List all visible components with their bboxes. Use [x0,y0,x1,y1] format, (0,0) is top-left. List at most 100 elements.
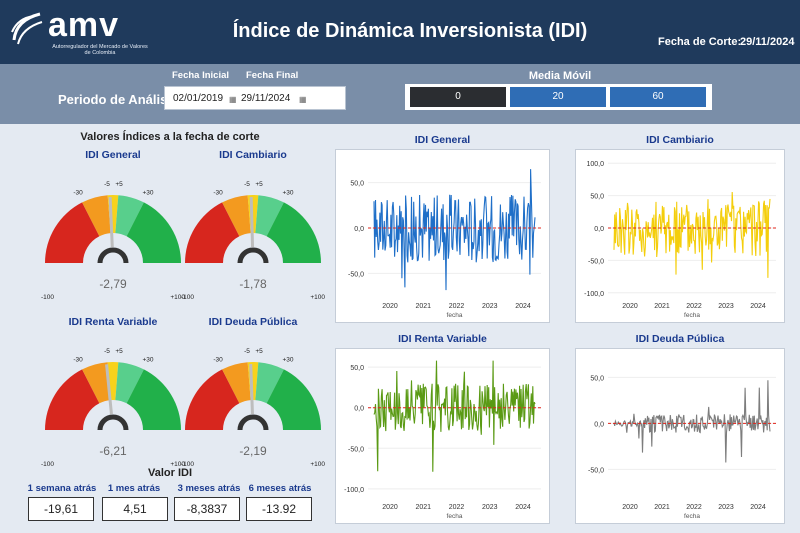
gauge-band-1 [222,362,251,404]
gauge-scale-label: -5 [244,181,250,188]
gauge-band-0 [45,202,100,263]
header-bar: amv Autorregulador del Mercado de Valore… [0,0,800,64]
gauge-band-1 [82,195,111,237]
history-value-3m: -8,3837 [174,497,240,521]
cutoff-label: Fecha de Corte: [658,36,742,48]
end-date-input[interactable]: 29/11/2024 [241,93,291,104]
gauge-scale-label: +30 [282,189,293,196]
x-tick-label: 2021 [415,303,431,310]
history-label-3m: 3 meses atrás [177,483,241,494]
x-tick-label: 2023 [718,303,734,310]
chart-idi-cambiario: 100,0 50,0 0,0 -50,0 -100,0 2020 2021 2022 2023 2… [575,149,785,323]
gauge-band-0 [185,202,240,263]
gauge-needle [108,196,114,248]
gauge-scale-label: +5 [255,181,263,188]
y-tick-label: 0,0 [594,226,604,233]
logo-text: amv [48,6,120,44]
gauge-title: IDI Deuda Pública [208,316,298,328]
x-tick-label: 2020 [622,303,638,310]
series-line [613,191,771,278]
chart-title-deuda-publica: IDI Deuda Pública [635,333,725,345]
gauge-band-3 [255,362,284,404]
gauge-hub [97,414,129,431]
history-value-1w: -19,61 [28,497,94,521]
gauge-dial: -100 -30 -5 +5 +30 +100 [181,181,325,301]
x-tick-label: 2020 [382,303,398,310]
chart-idi-deuda-publica: 50,0 0,0 -50,0 2020 2021 2022 2023 2024 fecha [575,348,785,524]
chart-title-renta-variable: IDI Renta Variable [398,333,487,345]
x-axis-label: fecha [684,513,700,520]
start-date-input[interactable]: 02/01/2019 [173,93,224,104]
x-tick-label: 2023 [718,504,734,511]
moving-average-option-0[interactable]: 0 [410,87,506,107]
gauge-band-3 [255,195,284,237]
gauge-value: -1,78 [239,277,267,291]
gauge-scale-label: +100 [310,294,325,301]
gauge-band-0 [185,369,240,430]
y-tick-label: 100,0 [586,161,604,168]
y-tick-label: 50,0 [350,181,364,188]
gauge-scale-label: +30 [282,356,293,363]
gauge-value: -2,79 [99,277,127,291]
calendar-icon[interactable]: ▦ [299,95,307,104]
gauges-section-title: Valores Índices a la fecha de corte [80,131,260,143]
gauge-needle [249,196,255,248]
gauge-scale-label: -5 [104,181,110,188]
x-tick-label: 2024 [750,504,766,511]
x-tick-label: 2023 [482,303,498,310]
end-date-label: Fecha Final [246,70,299,81]
series-line [373,169,536,291]
chart-title-cambiario: IDI Cambiario [646,134,714,146]
gauge-band-4 [266,202,321,263]
chart-idi-general: 50,0 0,0 -50,0 2020 2021 2022 2023 2024 fecha [335,149,550,323]
gauge-band-3 [115,195,144,237]
gauge-scale-label: +30 [142,189,153,196]
gauge-scale-label: -100 [181,461,194,468]
gauge-scale-label: +30 [142,356,153,363]
series-line [373,360,536,472]
start-date-label: Fecha Inicial [172,70,230,81]
history-label-1w: 1 semana atrás [27,483,97,494]
calendar-icon[interactable]: ▦ [229,95,237,104]
y-tick-label: 50,0 [350,365,364,372]
gauge-scale-label: -30 [73,356,83,363]
gauge-scale-label: +5 [255,348,263,355]
x-tick-label: 2022 [686,303,702,310]
gauge-title: IDI Renta Variable [68,316,158,328]
x-axis-label: fecha [684,312,700,319]
gauge-band-4 [266,369,321,430]
y-tick-label: 0,0 [354,226,364,233]
page-title: Índice de Dinámica Inversionista (IDI) [232,20,588,42]
gauge-band-1 [82,362,111,404]
x-tick-label: 2021 [654,303,670,310]
gauge-scale-label: -100 [41,294,54,301]
gauge-band-1 [222,195,251,237]
gauge-dial: -100 -30 -5 +5 +30 +100 [41,181,185,301]
x-axis-label: fecha [447,513,463,520]
y-tick-label: 0,0 [354,406,364,413]
gauge-dial: -100 -30 -5 +5 +30 +100 [181,348,325,468]
x-axis-label: fecha [447,312,463,319]
x-tick-label: 2022 [449,504,465,511]
gauge-value: -6,21 [99,444,127,458]
gauge-scale-label: +5 [115,181,123,188]
gauge-title: IDI Cambiario [219,149,287,161]
history-label-1m: 1 mes atrás [107,483,161,494]
gauge-scale-label: -30 [213,356,223,363]
moving-average-selector: 0 20 60 [405,84,712,110]
x-tick-label: 2024 [750,303,766,310]
gauge-idi-deuda-publica: IDI Deuda Pública -100 -30 -5 +5 +30 +100 -2,… [178,316,328,481]
y-tick-label: 50,0 [590,375,604,382]
x-tick-label: 2023 [482,504,498,511]
filter-bar: Periodo de Análisis Fecha Inicial Fecha … [0,64,800,124]
moving-average-option-20[interactable]: 20 [510,87,606,107]
gauge-scale-label: +100 [170,294,185,301]
date-range-box: 02/01/2019 ▦ 29/11/2024 ▦ [164,86,346,110]
moving-average-label: Media Móvil [528,70,592,82]
gauge-band-0 [45,369,100,430]
moving-average-option-60[interactable]: 60 [610,87,706,107]
logo-swoosh-icon [11,12,43,45]
history-value-1m: 4,51 [102,497,168,521]
chart-idi-renta-variable: 50,0 0,0 -50,0 -100,0 2020 2021 2022 2023 2024 fe… [335,348,550,524]
